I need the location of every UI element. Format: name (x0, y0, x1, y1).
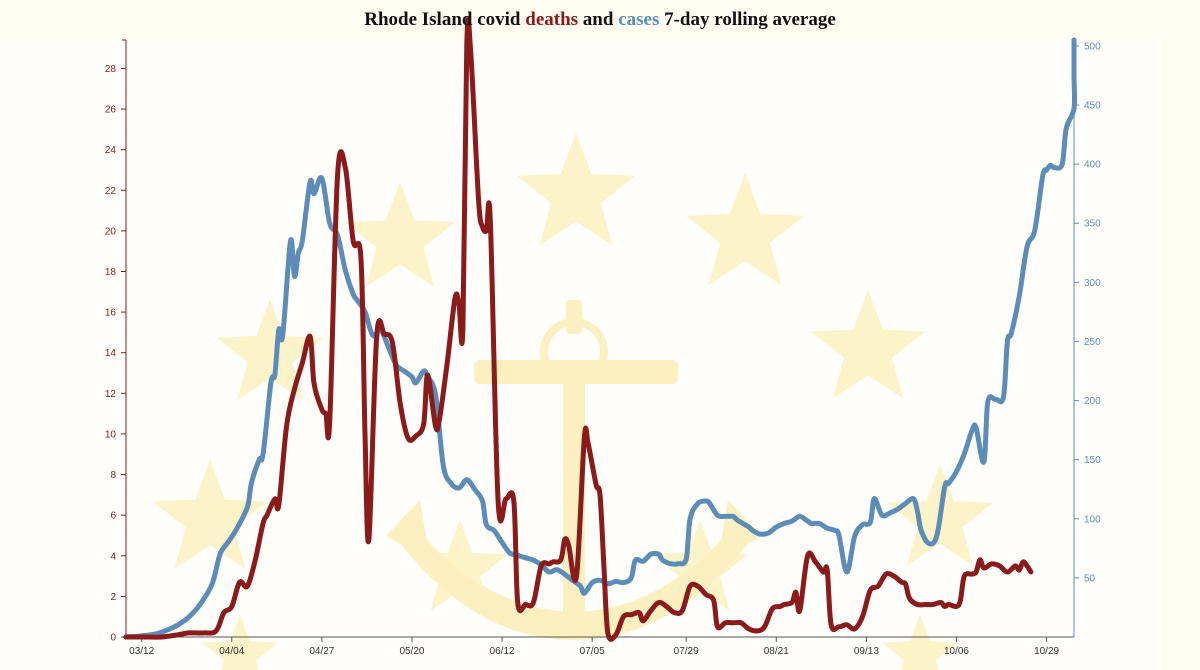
x-axis-tick-label: 08/21 (764, 646, 789, 657)
x-axis-tick-label: 07/05 (580, 646, 605, 657)
left-axis-tick-label: 26 (105, 105, 117, 116)
left-axis-tick-label: 14 (105, 348, 117, 359)
right-axis-tick-label: 50 (1084, 573, 1096, 584)
left-axis-tick-label: 24 (105, 145, 117, 156)
x-axis-tick-label: 05/20 (399, 646, 424, 657)
star-icon (517, 133, 635, 246)
left-axis-tick-label: 28 (105, 64, 117, 75)
star-icon (202, 615, 278, 670)
right-axis-tick-label: 100 (1084, 514, 1101, 525)
title-prefix: Rhode Island covid (364, 9, 525, 30)
right-axis-tick-label: 500 (1084, 41, 1101, 52)
left-axis-tick-label: 6 (110, 511, 116, 522)
x-axis-tick-label: 03/12 (129, 646, 154, 657)
right-axis-tick-label: 250 (1084, 337, 1101, 348)
left-axis-tick-label: 4 (110, 551, 116, 562)
star-icon (152, 460, 268, 569)
star-icon (216, 299, 324, 401)
left-axis-tick-label: 20 (105, 226, 117, 237)
deaths-series-line (123, 17, 1034, 642)
right-axis-tick-label: 400 (1084, 160, 1101, 171)
star-icon (412, 520, 508, 611)
left-axis-tick-label: 10 (105, 429, 117, 440)
left-axis-tick-label: 0 (110, 633, 116, 644)
cases-series-line (123, 37, 1078, 640)
series-layer (123, 17, 1078, 642)
flag-emblem-background (0, 40, 1162, 670)
title-deaths-word: deaths (525, 9, 578, 30)
right-axis-tick-label: 300 (1084, 278, 1101, 289)
right-axis-tick-label: 450 (1084, 101, 1101, 112)
x-axis-tick-label: 09/13 (854, 646, 879, 657)
left-axis-tick-label: 18 (105, 267, 117, 278)
star-icon (882, 615, 958, 670)
x-axis-tick-label: 04/04 (219, 646, 244, 657)
right-axis-tick-label: 350 (1084, 219, 1101, 230)
x-axis-tick-label: 06/12 (490, 646, 515, 657)
title-middle: and (578, 9, 618, 30)
left-axis-tick-label: 8 (110, 470, 116, 481)
left-axis-tick-label: 16 (105, 308, 117, 319)
title-suffix: 7-day rolling average (659, 9, 835, 30)
right-axis-tick-label: 200 (1084, 396, 1101, 407)
right-axis-tick-label: 150 (1084, 455, 1101, 466)
left-axis-tick-label: 22 (105, 186, 117, 197)
x-axis-tick-label: 07/29 (674, 646, 699, 657)
title-cases-word: cases (618, 9, 659, 30)
star-icon (810, 290, 926, 399)
chart-axes: 0246810121416182022242628501001502002503… (105, 39, 1101, 657)
star-icon (686, 173, 804, 286)
x-axis-tick-label: 04/27 (309, 646, 334, 657)
left-axis-tick-label: 2 (110, 592, 116, 603)
star-icon (344, 182, 456, 287)
x-axis-tick-label: 10/06 (944, 646, 969, 657)
left-axis-tick-label: 12 (105, 389, 117, 400)
x-axis-tick-label: 10/29 (1034, 646, 1059, 657)
chart-title: Rhode Island covid deaths and cases 7-da… (364, 9, 836, 30)
